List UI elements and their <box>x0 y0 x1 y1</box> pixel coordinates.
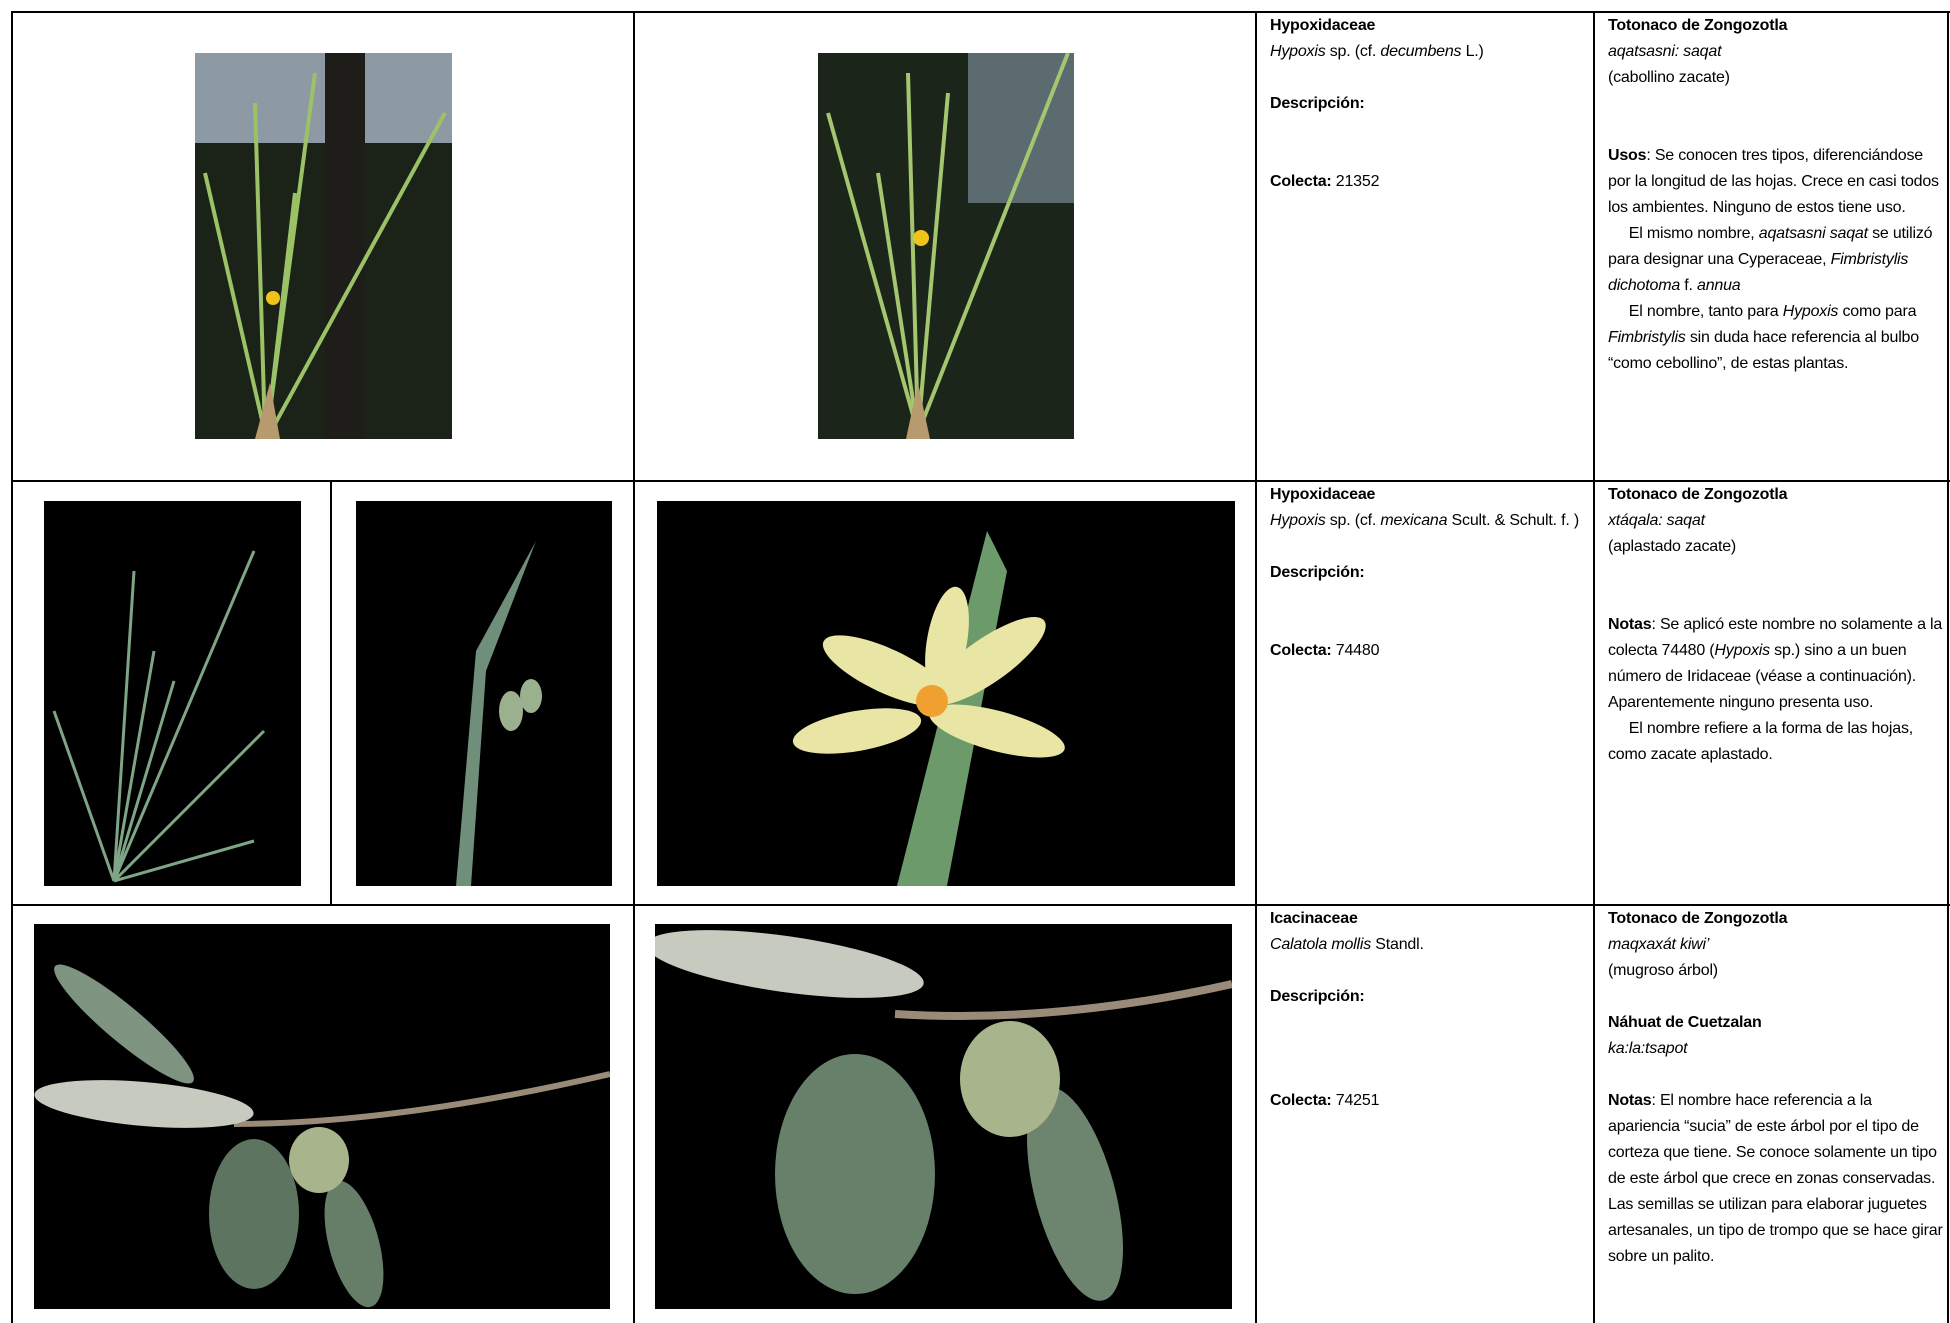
language: Totonaco de Zongozotla <box>1608 910 1788 927</box>
genus: Calatola mollis <box>1270 936 1372 953</box>
notes-label: Usos <box>1608 147 1647 164</box>
row-divider <box>11 480 1950 482</box>
notes-italic: Hypoxis <box>1714 642 1770 659</box>
local-name: maqxaxát kiwi’ <box>1608 936 1710 953</box>
description-label: Descripción: <box>1270 564 1365 581</box>
species-text: Scult. & Schult. f. ) <box>1447 512 1580 529</box>
genus: Hypoxis <box>1270 43 1326 60</box>
taxon-cell: Hypoxidaceae Hypoxis sp. (cf. decumbens … <box>1270 13 1588 475</box>
row-divider <box>11 904 1950 906</box>
ethno-cell: Totonaco de Zongozotla aqatsasni: saqat … <box>1608 13 1944 479</box>
notes-label: Notas <box>1608 1092 1652 1109</box>
family: Hypoxidaceae <box>1270 486 1376 503</box>
species: Hypoxis sp. (cf. decumbens L.) <box>1270 39 1588 65</box>
notes-italic: annua <box>1697 277 1741 294</box>
notes-text: sp.) sino a un buen número de Iridaceae … <box>1608 642 1917 711</box>
taxon-cell: Icacinaceae Calatola mollis Standl. Desc… <box>1270 906 1588 1323</box>
translation: (mugroso árbol) <box>1608 962 1718 979</box>
description-label: Descripción: <box>1270 95 1365 112</box>
family: Hypoxidaceae <box>1270 17 1376 34</box>
local-name: xtáqala: saqat <box>1608 512 1705 529</box>
table-border <box>11 11 13 1323</box>
local-name: ka:la:tsapot <box>1608 1040 1688 1057</box>
ethno-cell: Totonaco de Zongozotla xtáqala: saqat (a… <box>1608 482 1944 902</box>
translation: (aplastado zacate) <box>1608 538 1737 555</box>
notes-italic: Hypoxis <box>1782 303 1839 320</box>
plant-photo <box>44 501 301 886</box>
species-text: Standl. <box>1371 936 1424 953</box>
species-text: L.) <box>1461 43 1484 60</box>
column-divider <box>330 480 332 904</box>
notes-text: El mismo nombre, <box>1628 225 1759 242</box>
plant-photo <box>818 53 1074 439</box>
notes-text: El nombre refiere a la forma de las hoja… <box>1608 720 1913 763</box>
ethno-cell: Totonaco de Zongozotla maqxaxát kiwi’ (m… <box>1608 906 1944 1323</box>
notes-text: se utilizó para designar una Cyperaceae, <box>1608 225 1933 268</box>
plant-photo <box>657 501 1235 886</box>
notes-text: El nombre, tanto para <box>1628 303 1783 320</box>
language: Totonaco de Zongozotla <box>1608 486 1788 503</box>
species-text: sp. (cf. <box>1325 512 1381 529</box>
column-divider <box>633 11 635 1323</box>
notes-text: f. <box>1680 277 1698 294</box>
notes-italic: Fimbristylis <box>1608 329 1686 346</box>
plant-photo <box>655 924 1232 1309</box>
notes-text: como para <box>1838 303 1917 320</box>
translation: (cabollino zacate) <box>1608 69 1730 86</box>
local-name: aqatsasni: saqat <box>1608 43 1722 60</box>
notes-text: : Se aplicó este nombre no solamente a l… <box>1608 616 1943 659</box>
collection-number: 21352 <box>1335 173 1380 190</box>
collection-number: 74251 <box>1335 1092 1380 1109</box>
species-text: sp. (cf. <box>1325 43 1381 60</box>
epithet: mexicana <box>1380 512 1448 529</box>
notes-text: sin duda hace referencia al bulbo “como … <box>1608 329 1919 372</box>
family: Icacinaceae <box>1270 910 1358 927</box>
notes-text: : El nombre hace referencia a la aparien… <box>1608 1092 1943 1265</box>
notes-italic: aqatsasni saqat <box>1758 225 1868 242</box>
notes-text: : Se conocen tres tipos, diferenciándose… <box>1608 147 1939 216</box>
collection-label: Colecta: <box>1270 642 1332 659</box>
plant-photo <box>195 53 452 439</box>
epithet: decumbens <box>1380 43 1462 60</box>
table-border <box>11 11 1950 13</box>
taxon-cell: Hypoxidaceae Hypoxis sp. (cf. mexicana S… <box>1270 482 1588 902</box>
notes-label: Notas <box>1608 616 1652 633</box>
column-divider <box>1255 11 1257 1323</box>
plant-photo <box>356 501 612 886</box>
species: Hypoxis sp. (cf. mexicana Scult. & Schul… <box>1270 508 1588 534</box>
plant-photo <box>34 924 610 1309</box>
language: Náhuat de Cuetzalan <box>1608 1014 1762 1031</box>
genus: Hypoxis <box>1270 512 1326 529</box>
collection-label: Colecta: <box>1270 1092 1332 1109</box>
species: Calatola mollis Standl. <box>1270 932 1588 958</box>
description-label: Descripción: <box>1270 988 1365 1005</box>
column-divider <box>1593 11 1595 1323</box>
language: Totonaco de Zongozotla <box>1608 17 1788 34</box>
collection-label: Colecta: <box>1270 173 1332 190</box>
notes-italic: Fimbristylis dichotoma <box>1608 251 1909 294</box>
table-border <box>1947 11 1949 1323</box>
collection-number: 74480 <box>1335 642 1380 659</box>
